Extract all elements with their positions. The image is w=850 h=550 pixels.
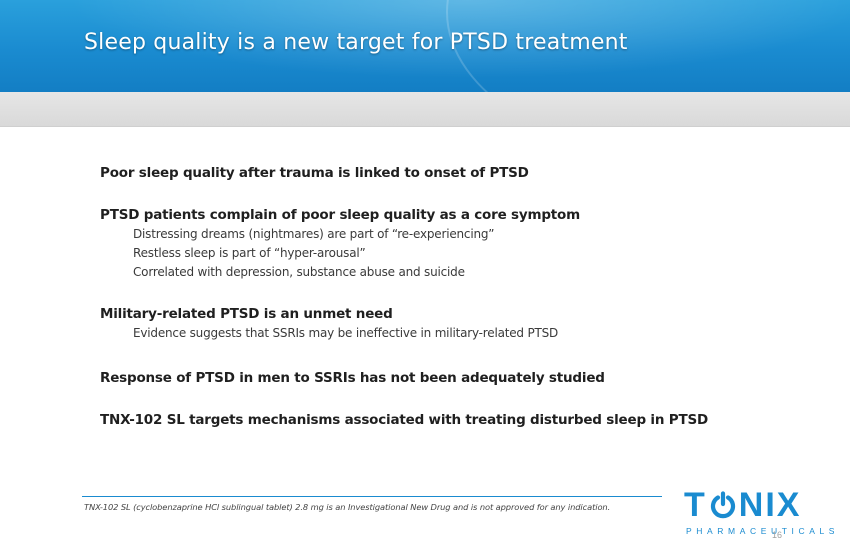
- logo-letter-t: T: [684, 486, 707, 524]
- sub-bullet-item: Restless sleep is part of “hyper-arousal…: [133, 246, 366, 260]
- slide-header: Sleep quality is a new target for PTSD t…: [0, 0, 850, 92]
- footnote: TNX-102 SL (cyclobenzaprine HCl sublingu…: [84, 502, 611, 512]
- page-number: 16: [772, 530, 783, 540]
- tonix-logo: T NIX PHARMACEUTICALS: [684, 486, 834, 542]
- logo-wordmark: T NIX: [684, 486, 801, 524]
- bullet-item: Poor sleep quality after trauma is linke…: [100, 165, 529, 181]
- footer-divider: [82, 496, 662, 497]
- bullet-list: Poor sleep quality after trauma is linke…: [100, 163, 800, 430]
- sub-bullet-item: Distressing dreams (nightmares) are part…: [133, 227, 495, 241]
- logo-subtitle: PHARMACEUTICALS: [686, 526, 840, 536]
- slide-title: Sleep quality is a new target for PTSD t…: [84, 30, 628, 55]
- bullet-item: Response of PTSD in men to SSRIs has not…: [100, 370, 605, 386]
- bullet-item: Military-related PTSD is an unmet need: [100, 306, 393, 322]
- power-o-icon: [709, 489, 737, 519]
- sub-bullet-item: Evidence suggests that SSRIs may be inef…: [133, 326, 559, 340]
- logo-letters-nix: NIX: [738, 486, 802, 524]
- sub-bullet-item: Correlated with depression, substance ab…: [133, 265, 465, 279]
- header-grey-band: [0, 92, 850, 127]
- bullet-item: PTSD patients complain of poor sleep qua…: [100, 207, 580, 223]
- bullet-item: TNX-102 SL targets mechanisms associated…: [100, 412, 708, 428]
